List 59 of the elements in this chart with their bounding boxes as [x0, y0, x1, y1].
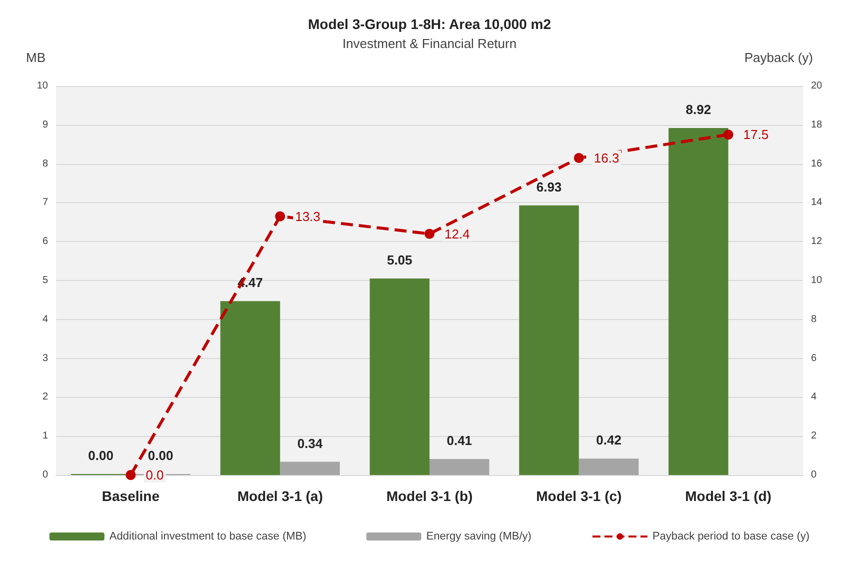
point	[424, 228, 434, 239]
bar	[280, 462, 340, 475]
data-label: 0.00	[148, 448, 174, 463]
x-tick-label: Baseline	[102, 488, 160, 504]
y-tick-label: 6	[42, 236, 48, 248]
bar	[220, 301, 280, 475]
point	[574, 152, 584, 163]
y-tick-label: 2	[42, 392, 48, 403]
point	[126, 470, 136, 480]
data-label: 0.34	[297, 436, 324, 451]
chart-subtitle: Investment & Financial Return	[342, 36, 517, 51]
y-tick-label: 0	[42, 470, 48, 480]
x-tick-label: Model 3-1 (c)	[536, 488, 622, 504]
x-tick-label: Model 3-1 (d)	[685, 488, 772, 504]
data-label: 17.5	[743, 127, 769, 142]
legend-label: Additional investment to base case (MB)	[109, 530, 306, 542]
y-tick-label: 3	[42, 352, 48, 364]
y-tick-label: 7	[42, 197, 48, 208]
data-label: 6.93	[536, 179, 562, 194]
y-tick-label: 8	[42, 158, 48, 170]
y2-tick-label: 0	[811, 470, 817, 480]
y2-tick-label: 12	[811, 236, 823, 248]
bar	[668, 128, 728, 475]
y-tick-label: 9	[42, 119, 48, 130]
y2-tick-label: 8	[811, 314, 817, 325]
data-label: 13.3	[295, 208, 320, 224]
point	[275, 211, 286, 222]
y2-tick-label: 20	[811, 80, 823, 92]
bar	[430, 459, 490, 475]
y2-tick-label: 16	[811, 158, 823, 170]
data-label: 0.0	[146, 468, 164, 482]
y2-tick-label: 4	[811, 392, 817, 403]
y-tick-label: 4	[42, 314, 48, 325]
legend-label: Payback period to base case (y)	[652, 530, 810, 542]
y2-tick-label: 6	[811, 352, 817, 364]
data-label: 12.4	[444, 226, 470, 242]
bar	[519, 205, 579, 475]
data-label: 5.05	[386, 252, 412, 268]
y2-tick-label: 18	[811, 119, 823, 130]
y-tick-label: 1	[42, 430, 48, 442]
y2-tick-label: 2	[811, 430, 817, 442]
data-label: 0.41	[446, 433, 472, 448]
data-label: 8.92	[686, 102, 712, 118]
y2-tick-label: 10	[811, 275, 823, 286]
data-label: 16.3	[594, 150, 620, 166]
point	[723, 130, 734, 140]
y-tick-label: 5	[42, 275, 48, 286]
x-tick-label: Model 3-1 (b)	[386, 488, 473, 504]
legend-label: Energy saving (MB/y)	[426, 530, 532, 542]
y-axis-title: MB	[26, 50, 46, 65]
data-label: 0.00	[88, 448, 114, 463]
bar	[370, 278, 430, 475]
y2-tick-label: 14	[811, 197, 823, 208]
x-tick-label: Model 3-1 (a)	[237, 488, 323, 504]
chart-title: Model 3-Group 1-8H: Area 10,000 m2	[308, 16, 552, 32]
data-label: 0.42	[596, 432, 622, 448]
y2-axis-title: Payback (y)	[744, 50, 813, 65]
bar	[578, 458, 639, 475]
y-tick-label: 10	[36, 80, 48, 92]
